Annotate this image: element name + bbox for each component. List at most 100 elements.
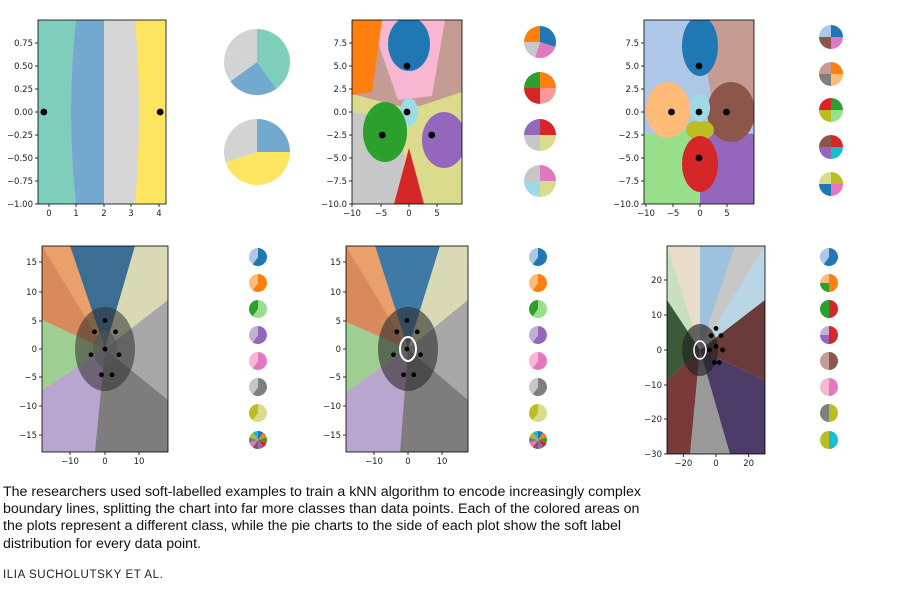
data-point (708, 333, 714, 339)
soft-label-pie (524, 26, 556, 59)
y-tick-label: 10 (26, 288, 37, 298)
panel-4-points (88, 317, 122, 378)
pie-slice (248, 248, 258, 265)
pie-slice (532, 300, 547, 318)
pie-slice (819, 37, 831, 49)
x-tick-label: −20 (674, 459, 692, 469)
pie-slice (820, 300, 829, 318)
pie-slice (532, 326, 547, 345)
y-tick-label: −1.00 (7, 200, 33, 210)
y-tick-label: −5 (328, 373, 341, 383)
pie-slice (529, 274, 538, 291)
y-tick-label: −5 (24, 373, 37, 383)
y-tick-label: 0 (32, 345, 37, 355)
y-tick-label: −30 (644, 450, 662, 460)
pie-slice (529, 352, 538, 369)
x-tick-label: 10 (437, 457, 448, 467)
pie-slice (524, 42, 540, 58)
y-tick-label: 5 (32, 317, 37, 327)
soft-label-pie (524, 165, 556, 197)
pie-slice (529, 440, 538, 448)
pie-slice (248, 274, 258, 291)
pie-slice (524, 165, 540, 181)
pie-slice (529, 326, 538, 343)
panel-6-background (667, 246, 765, 454)
soft-label-pie (249, 326, 268, 345)
data-point (40, 108, 48, 116)
pie-slice (248, 352, 258, 369)
pie-slice (831, 25, 843, 37)
pie-slice (532, 440, 538, 449)
data-point (716, 360, 722, 365)
pie-slice (524, 119, 540, 135)
y-tick-label: 7.5 (625, 39, 639, 49)
x-tick-label: −10 (637, 209, 655, 219)
pie-slice (535, 42, 556, 59)
pie-slice (532, 378, 547, 397)
pie-slice (252, 274, 267, 292)
y-tick-label: −15 (323, 431, 341, 441)
soft-label-pie (248, 404, 268, 422)
y-tick-label: −10.0 (321, 200, 347, 210)
pie-slice (225, 152, 290, 186)
soft-label-pie (820, 404, 838, 422)
y-tick-label: 0 (657, 346, 662, 356)
soft-label-pie (223, 119, 290, 186)
y-tick-label: −5.0 (326, 154, 347, 164)
soft-label-pie (819, 172, 843, 196)
x-tick-label: 4 (156, 209, 161, 219)
y-tick-label: 15 (330, 258, 341, 268)
pie-slice (223, 119, 257, 163)
data-point (88, 352, 94, 358)
pie-slice (540, 119, 556, 135)
figure: 0 1 2 3 40.750.500.250.00−0.25−0.50−0.75−1.0… (7, 19, 843, 469)
soft-label-pie (820, 378, 838, 396)
pie-slice (249, 378, 258, 395)
pie-slice (829, 326, 838, 344)
pie-slice (819, 98, 831, 110)
pie-slice (529, 378, 538, 395)
pie-slice (252, 431, 258, 440)
pie-slice (529, 437, 538, 443)
pie-slice (820, 274, 829, 283)
pie-slice (528, 300, 538, 317)
soft-label-pie (529, 326, 547, 345)
y-tick-label: 10 (651, 311, 662, 321)
x-tick-label: 0 (406, 209, 411, 219)
pie-slice (829, 404, 838, 422)
y-tick-label: 5 (336, 317, 341, 327)
pie-slice (538, 432, 547, 440)
y-tick-label: 2.5 (625, 85, 639, 95)
pie-slice (524, 26, 540, 42)
pie-slice (252, 300, 267, 318)
pie-slice (532, 352, 547, 370)
y-tick-label: −10 (323, 402, 341, 412)
pie-slice (524, 135, 540, 151)
pie-slice (538, 431, 544, 440)
pie-slice (831, 110, 843, 122)
panel-3-points (668, 62, 730, 162)
pie-slice (820, 335, 829, 344)
pie-slice (540, 165, 556, 181)
pie-slice (258, 437, 267, 443)
y-tick-label: 0.50 (14, 62, 33, 72)
panel-2-axes: −10 −5 0 5 7.5 5.0 2.5 0.0 −2.5 −5.0 −7.5 −10.0 (321, 39, 440, 219)
pie-slice (258, 432, 267, 440)
x-tick-label: 5 (724, 209, 729, 219)
soft-label-pie (529, 274, 547, 292)
soft-label-pie (529, 352, 547, 370)
data-point (404, 317, 410, 323)
pie-slice (230, 62, 277, 95)
soft-label-pie (529, 248, 547, 266)
data-point (411, 372, 417, 378)
data-point (711, 360, 717, 365)
pie-slice (820, 248, 829, 265)
soft-label-pie (820, 326, 838, 344)
data-point (404, 346, 410, 352)
x-tick-label: −10 (343, 209, 361, 219)
panel-1-points (40, 108, 164, 116)
pie-slice (532, 274, 547, 292)
pie-slice (831, 37, 843, 49)
pie-slice (252, 352, 268, 370)
y-tick-label: −10 (644, 381, 662, 391)
